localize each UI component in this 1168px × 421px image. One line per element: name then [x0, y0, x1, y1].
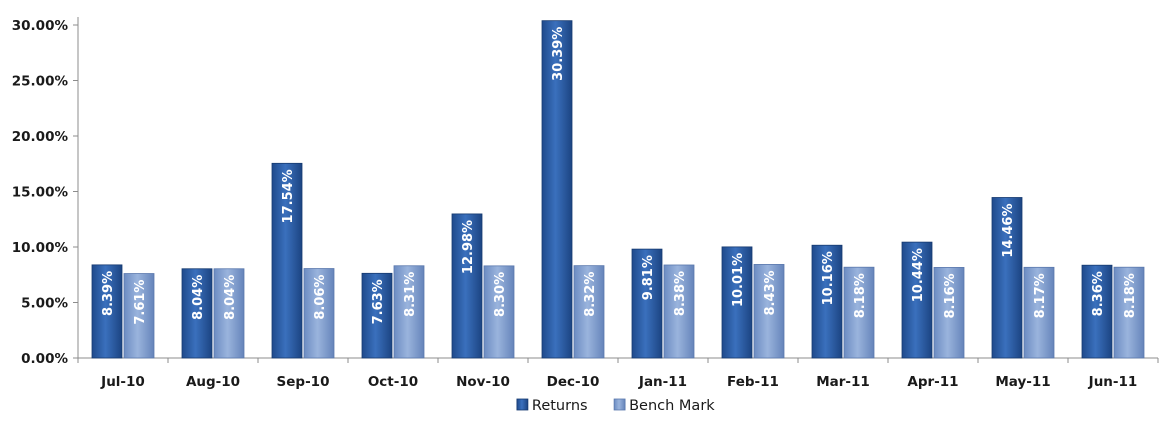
- benchmark-bar: [933, 267, 965, 359]
- legend-swatch-benchmark: [613, 398, 626, 411]
- returns-bar: [91, 264, 123, 359]
- y-tick-label: 15.00%: [12, 185, 69, 201]
- x-category-label: Jul-10: [100, 374, 145, 390]
- benchmark-data-label: 8.04%: [223, 275, 238, 320]
- y-axis: 0.00% 5.00% 10.00% 15.00% 20.00% 25.00% 30.00%: [12, 17, 79, 367]
- benchmark-data-label: 8.18%: [1123, 273, 1138, 318]
- x-category-label: May-11: [995, 374, 1050, 390]
- x-category-label: Nov-10: [456, 374, 510, 390]
- benchmark-data-label: 8.31%: [403, 272, 418, 317]
- y-tick-label: 5.00%: [21, 296, 68, 312]
- y-tick-label: 20.00%: [12, 129, 69, 145]
- x-axis: Jul-10 Aug-10 Sep-10 Oct-10 Nov-10 Dec-10 Jan-…: [77, 357, 1159, 390]
- benchmark-data-label: 8.17%: [1033, 273, 1048, 318]
- bars: 8.39% 7.61% 8.04% 8.04% 17.54% 8.06% 7.63% 8.31…: [91, 20, 1145, 359]
- benchmark-data-label: 8.18%: [853, 273, 868, 318]
- benchmark-data-label: 8.30%: [493, 272, 508, 317]
- returns-bar: [451, 213, 483, 359]
- benchmark-bar: [573, 265, 605, 359]
- x-category-label: Aug-10: [186, 374, 240, 390]
- legend: Returns Bench Mark: [516, 398, 715, 414]
- benchmark-bar: [843, 266, 875, 359]
- benchmark-bar: [483, 265, 515, 359]
- benchmark-bar: [663, 264, 695, 359]
- x-category-label: Feb-11: [727, 374, 779, 390]
- benchmark-bar: [303, 268, 335, 359]
- y-tick-label: 10.00%: [12, 240, 69, 256]
- returns-data-label: 10.16%: [821, 251, 836, 305]
- benchmark-bar: [1113, 266, 1145, 359]
- returns-bar: [721, 246, 753, 359]
- benchmark-data-label: 8.43%: [763, 270, 778, 315]
- returns-bar: [181, 268, 213, 359]
- benchmark-bar: [393, 265, 425, 359]
- legend-label-returns: Returns: [532, 398, 588, 414]
- returns-data-label: 12.98%: [461, 220, 476, 274]
- benchmark-data-label: 8.32%: [583, 272, 598, 317]
- returns-data-label: 10.44%: [911, 248, 926, 302]
- benchmark-data-label: 8.38%: [673, 271, 688, 316]
- returns-data-label: 10.01%: [731, 253, 746, 307]
- returns-data-label: 17.54%: [281, 169, 296, 223]
- returns-bar: [271, 162, 303, 359]
- returns-data-label: 8.36%: [1091, 271, 1106, 316]
- returns-data-label: 30.39%: [551, 27, 566, 81]
- y-tick-label: 0.00%: [21, 351, 68, 367]
- returns-bar: [631, 248, 663, 359]
- x-category-label: Sep-10: [277, 374, 330, 390]
- y-tick-label: 30.00%: [12, 18, 69, 34]
- returns-bar: [811, 244, 843, 359]
- legend-label-benchmark: Bench Mark: [629, 398, 715, 414]
- x-category-label: Dec-10: [547, 374, 600, 390]
- returns-data-label: 8.04%: [191, 275, 206, 320]
- x-category-label: Jan-11: [638, 374, 687, 390]
- returns-data-label: 8.39%: [101, 271, 116, 316]
- benchmark-bar: [213, 268, 245, 359]
- returns-bar: [361, 272, 393, 359]
- benchmark-bar: [753, 264, 785, 359]
- benchmark-data-label: 7.61%: [133, 280, 148, 325]
- returns-data-label: 7.63%: [371, 279, 386, 324]
- benchmark-data-label: 8.16%: [943, 273, 958, 318]
- legend-swatch-returns: [516, 398, 529, 411]
- x-category-label: Mar-11: [816, 374, 870, 390]
- returns-bar: [901, 241, 933, 359]
- y-tick-label: 25.00%: [12, 74, 69, 90]
- x-category-label: Apr-11: [907, 374, 958, 390]
- benchmark-bar: [123, 273, 155, 359]
- returns-bar: [991, 197, 1023, 359]
- returns-data-label: 14.46%: [1001, 203, 1016, 257]
- x-category-label: Oct-10: [368, 374, 418, 390]
- returns-bar: [541, 20, 573, 359]
- returns-data-label: 9.81%: [641, 255, 656, 300]
- benchmark-data-label: 8.06%: [313, 275, 328, 320]
- x-category-label: Jun-11: [1088, 374, 1138, 390]
- returns-bar: [1081, 264, 1113, 359]
- benchmark-bar: [1023, 266, 1055, 359]
